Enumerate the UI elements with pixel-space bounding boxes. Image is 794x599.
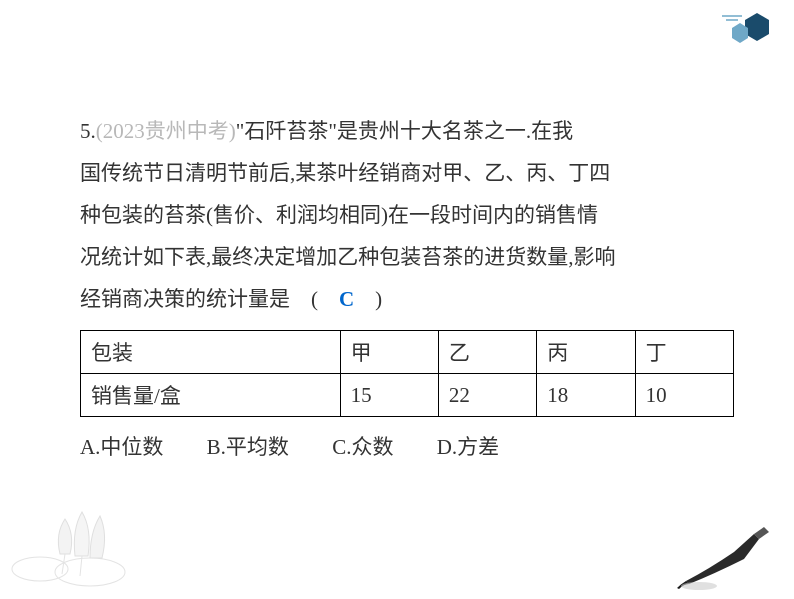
table-cell: 10 [635,374,733,417]
question-line1: "石阡苔茶"是贵州十大名茶之一.在我 [236,119,573,143]
answer-letter: C [339,287,354,311]
question-number: 5. [80,119,96,143]
table-cell: 15 [340,374,438,417]
question-body: 5.(2023贵州中考)"石阡苔茶"是贵州十大名茶之一.在我 国传统节日清明节前… [80,110,734,320]
option-d: D.方差 [437,435,499,459]
option-a: A.中位数 [80,435,163,459]
lotus-decoration [0,464,180,594]
table-cell: 甲 [340,331,438,374]
data-table: 包装 甲 乙 丙 丁 销售量/盒 15 22 18 10 [80,330,734,417]
question-line5b: ) [354,287,382,311]
table-row: 销售量/盒 15 22 18 10 [81,374,734,417]
table-row: 包装 甲 乙 丙 丁 [81,331,734,374]
option-c: C.众数 [332,435,393,459]
table-cell: 丁 [635,331,733,374]
table-cell: 丙 [537,331,635,374]
question-line2: 国传统节日清明节前后,某茶叶经销商对甲、乙、丙、丁四 [80,161,610,185]
question-line3: 种包装的苔茶(售价、利润均相同)在一段时间内的销售情 [80,203,598,227]
question-line5a: 经销商决策的统计量是 ( [80,287,339,311]
answer-options: A.中位数 B.平均数 C.众数 D.方差 [80,431,734,461]
table-cell: 乙 [438,331,536,374]
pen-decoration [674,524,784,594]
question-content: 5.(2023贵州中考)"石阡苔茶"是贵州十大名茶之一.在我 国传统节日清明节前… [80,110,734,461]
table-cell: 18 [537,374,635,417]
question-source: (2023贵州中考) [96,119,236,143]
question-line4: 况统计如下表,最终决定增加乙种包装苔茶的进货数量,影响 [80,245,616,269]
option-b: B.平均数 [207,435,289,459]
corner-hexagon-decoration [712,8,782,58]
table-cell: 销售量/盒 [81,374,341,417]
table-cell: 22 [438,374,536,417]
table-cell: 包装 [81,331,341,374]
